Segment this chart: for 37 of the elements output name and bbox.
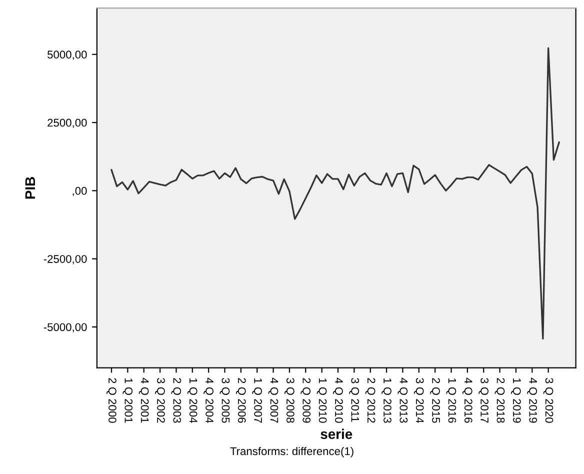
x-tick-label: 3 Q 2011 — [349, 378, 360, 422]
x-tick-label: 4 Q 2016 — [462, 378, 472, 423]
y-tick-label: -2500,00 — [44, 255, 87, 264]
x-tick-label: 1 Q 2004 — [187, 378, 198, 423]
y-tick-label: 2500,00 — [48, 118, 87, 128]
x-tick-label: 3 Q 2017 — [478, 378, 488, 423]
x-tick-label: 1 Q 2007 — [252, 378, 262, 423]
x-tick-label: 4 Q 2004 — [204, 378, 214, 423]
x-tick-label: 1 Q 2016 — [446, 378, 456, 423]
text: Transforms: difference(1) — [230, 446, 354, 458]
x-tick-label: 2 Q 2006 — [236, 378, 246, 423]
x-tick-label: 2 Q 2009 — [300, 378, 311, 423]
x-tick-label: 4 Q 2019 — [527, 378, 538, 423]
x-tick-label: 3 Q 2002 — [155, 378, 165, 423]
x-tick-label: 1 Q 2001 — [122, 378, 133, 423]
x-tick-label: 1 Q 2013 — [382, 378, 392, 423]
x-tick-label: 3 Q 2020 — [543, 378, 554, 423]
x-tick-label: 3 Q 2008 — [284, 378, 294, 423]
x-tick-label: 2 Q 2000 — [106, 378, 116, 423]
x-tick-label: 1 Q 2019 — [510, 378, 521, 423]
x-tick-label: 1 Q 2010 — [316, 378, 327, 423]
x-tick-label: 3 Q 2014 — [414, 378, 424, 423]
x-tick-label: 4 Q 2013 — [398, 378, 408, 423]
x-tick-label: 2 Q 2012 — [365, 378, 376, 423]
x-tick-label: 4 Q 2007 — [268, 378, 278, 423]
y-tick-label: 5000,00 — [48, 50, 87, 60]
x-tick-label: 2 Q 2003 — [171, 378, 182, 423]
x-tick-label: 4 Q 2010 — [333, 378, 343, 423]
x-tick-label: 3 Q 2005 — [220, 378, 230, 423]
line-series — [110, 47, 560, 340]
y-tick-label: -5000,00 — [44, 323, 87, 332]
x-axis-title: serie — [320, 428, 352, 440]
y-tick-label: ,00 — [72, 186, 87, 196]
x-tick-label: 2 Q 2015 — [430, 378, 440, 423]
y-axis-title: PIB — [25, 176, 35, 199]
x-tick-label: 2 Q 2018 — [494, 378, 505, 423]
x-tick-label: 4 Q 2001 — [138, 378, 149, 423]
